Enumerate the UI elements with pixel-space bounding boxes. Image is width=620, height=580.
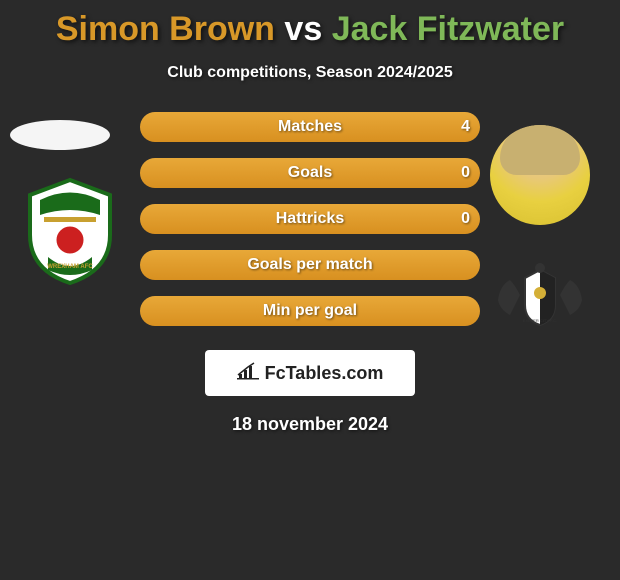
page-title: Simon Brown vs Jack Fitzwater bbox=[0, 0, 620, 49]
stat-value-right: 0 bbox=[461, 204, 470, 234]
stat-label: Min per goal bbox=[140, 296, 480, 326]
brand-text: FcTables.com bbox=[265, 363, 384, 384]
stat-label: Goals per match bbox=[140, 250, 480, 280]
vs-text: vs bbox=[284, 10, 322, 48]
player1-name: Simon Brown bbox=[56, 10, 275, 48]
stat-row: Matches 4 bbox=[0, 112, 620, 146]
subtitle: Club competitions, Season 2024/2025 bbox=[0, 64, 620, 82]
stats-container: Matches 4 Goals 0 Hattricks 0 Goals per … bbox=[0, 112, 620, 330]
stat-row: Min per goal bbox=[0, 296, 620, 330]
stat-value-right: 4 bbox=[461, 112, 470, 142]
stat-label: Hattricks bbox=[140, 204, 480, 234]
stat-row: Hattricks 0 bbox=[0, 204, 620, 238]
stat-value-right: 0 bbox=[461, 158, 470, 188]
date-text: 18 november 2024 bbox=[0, 414, 620, 435]
stat-row: Goals 0 bbox=[0, 158, 620, 192]
chart-icon bbox=[237, 362, 259, 385]
stat-label: Matches bbox=[140, 112, 480, 142]
player2-name: Jack Fitzwater bbox=[332, 10, 564, 48]
stat-row: Goals per match bbox=[0, 250, 620, 284]
brand-logo: FcTables.com bbox=[205, 350, 415, 396]
stat-label: Goals bbox=[140, 158, 480, 188]
